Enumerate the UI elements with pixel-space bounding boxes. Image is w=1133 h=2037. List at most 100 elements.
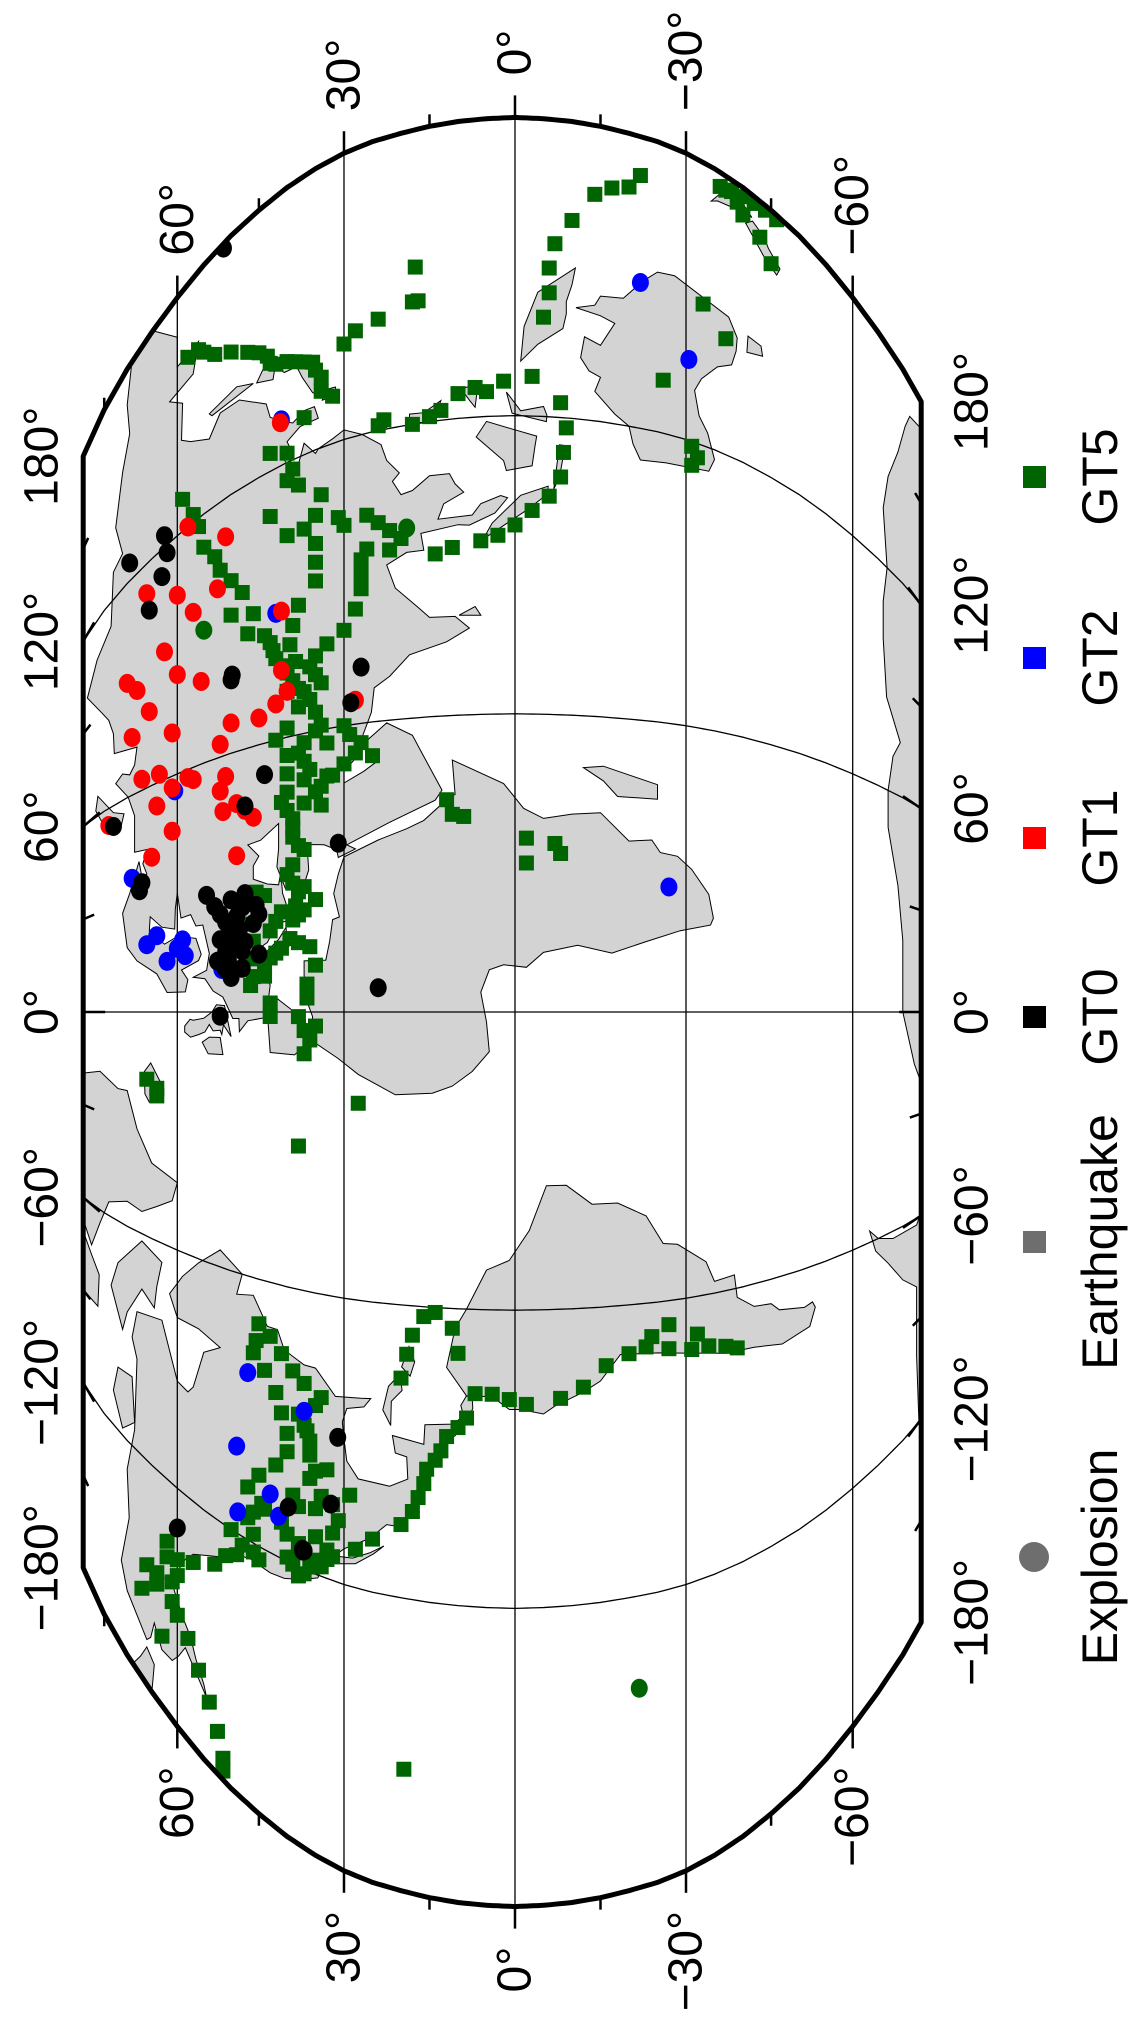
event-gt5-earthquake-marker — [262, 1328, 278, 1344]
event-gt5-earthquake-marker — [604, 180, 620, 196]
event-gt5-explosion-marker — [195, 620, 213, 640]
event-gt5-earthquake-marker — [501, 1392, 517, 1408]
event-gt1-explosion-marker — [133, 769, 151, 789]
event-gt5-earthquake-marker — [353, 581, 369, 597]
land-africa — [303, 759, 714, 1096]
event-gt5-earthquake-marker — [245, 606, 261, 622]
meridian-line — [82, 1382, 922, 1610]
longitude-label-left: −120° — [16, 1319, 69, 1446]
event-gt5-earthquake-marker — [353, 566, 369, 582]
event-gt5-earthquake-marker — [553, 469, 569, 485]
longitude-label-right: 120° — [946, 555, 999, 654]
event-gt5-earthquake-marker — [307, 535, 323, 551]
longitude-label-right: −120° — [946, 1355, 999, 1482]
event-gt5-earthquake-marker — [285, 461, 301, 477]
event-gt5-earthquake-marker — [290, 1009, 306, 1025]
event-gt5-earthquake-marker — [159, 1533, 175, 1549]
longitude-label-right: 180° — [946, 352, 999, 451]
event-gt2-explosion-marker — [174, 930, 192, 950]
event-gt1-explosion-marker — [271, 413, 289, 433]
event-gt5-earthquake-marker — [564, 212, 580, 228]
land-baffin-island — [110, 1240, 163, 1332]
event-gt5-earthquake-marker — [330, 510, 346, 526]
frame-tick — [82, 1289, 92, 1301]
latitude-label-bottom: −60° — [826, 1766, 879, 1867]
event-gt5-earthquake-marker — [207, 1556, 223, 1572]
legend-label: Explosion — [1072, 1449, 1128, 1666]
frame-tick — [909, 1112, 922, 1119]
event-gt5-earthquake-marker — [330, 1513, 346, 1529]
legend-item-gt5: GT5 — [1023, 428, 1128, 526]
event-gt1-explosion-marker — [140, 702, 158, 722]
event-gt5-earthquake-marker — [296, 1046, 312, 1062]
event-gt0-explosion-marker — [236, 884, 254, 904]
event-gt5-earthquake-marker — [433, 1443, 449, 1459]
event-gt5-earthquake-marker — [251, 1316, 267, 1332]
event-gt5-earthquake-marker — [313, 487, 329, 503]
event-gt5-earthquake-marker — [407, 259, 423, 275]
event-gt5-earthquake-marker — [396, 1761, 412, 1777]
legend-label: GT2 — [1072, 609, 1128, 706]
event-gt5-earthquake-marker — [154, 1628, 170, 1644]
event-gt5-earthquake-marker — [359, 507, 375, 523]
event-gt0-explosion-marker — [250, 944, 268, 964]
event-gt5-earthquake-marker — [268, 1457, 284, 1473]
frame-tick — [909, 905, 922, 912]
event-gt5-earthquake-marker — [223, 607, 239, 623]
event-gt5-earthquake-marker — [433, 402, 449, 418]
event-gt5-earthquake-marker — [427, 1304, 443, 1320]
event-gt5-earthquake-marker — [234, 585, 250, 601]
event-gt2-explosion-marker — [228, 1436, 246, 1456]
legend-square-icon — [1023, 827, 1046, 849]
event-gt5-earthquake-marker — [240, 626, 256, 642]
event-gt5-earthquake-marker — [553, 395, 569, 411]
latitude-label-bottom: −30° — [660, 1911, 713, 2012]
event-gt5-earthquake-marker — [299, 976, 315, 992]
event-gt5-earthquake-marker — [307, 1018, 323, 1034]
event-gt5-earthquake-marker — [718, 331, 734, 347]
legend-label: GT1 — [1072, 789, 1128, 886]
legend-item-gt1: GT1 — [1023, 789, 1128, 887]
event-gt5-earthquake-marker — [279, 528, 295, 544]
event-gt5-earthquake-marker — [307, 784, 323, 800]
longitude-label-left: 60° — [16, 790, 69, 863]
land-tasmania — [746, 335, 764, 357]
event-gt1-explosion-marker — [250, 708, 268, 728]
meridian-line — [82, 1196, 922, 1311]
event-gt5-earthquake-marker — [302, 939, 318, 955]
event-gt5-earthquake-marker — [575, 1379, 591, 1395]
event-gt5-earthquake-marker — [416, 1476, 432, 1492]
frame-tick — [82, 537, 90, 550]
event-gt5-earthquake-marker — [279, 766, 295, 782]
event-gt5-earthquake-marker — [467, 379, 483, 395]
event-gt5-earthquake-marker — [541, 488, 557, 504]
event-gt2-explosion-marker — [138, 935, 156, 955]
event-gt5-earthquake-marker — [134, 1580, 150, 1596]
event-gt1-explosion-marker — [163, 778, 181, 798]
event-gt5-earthquake-marker — [223, 1522, 239, 1538]
graticule — [82, 117, 922, 1907]
event-gt5-earthquake-marker — [712, 178, 728, 194]
event-gt0-explosion-marker — [168, 1518, 186, 1538]
longitude-label-right: −180° — [946, 1559, 999, 1686]
legend-square-icon — [1023, 1006, 1046, 1028]
legend-label: Earthquake — [1072, 1114, 1128, 1370]
event-gt1-explosion-marker — [222, 713, 240, 733]
frame-tick — [902, 795, 922, 810]
latitude-label-top: 60° — [151, 183, 204, 256]
event-gt2-explosion-marker — [261, 1484, 279, 1504]
event-gt5-earthquake-marker — [421, 409, 437, 425]
event-gt5-earthquake-marker — [553, 1390, 569, 1406]
event-gt5-earthquake-marker — [164, 1574, 180, 1590]
event-gt5-earthquake-marker — [336, 756, 352, 772]
event-gt0-explosion-marker — [352, 657, 370, 677]
axis-labels: −180° −180° −120° −120° −60° −60° 0° 0° 60° 60° 12… — [16, 11, 999, 2012]
event-gt5-earthquake-marker — [632, 168, 648, 184]
event-gt5-earthquake-marker — [273, 904, 289, 920]
event-gt1-explosion-marker — [143, 847, 161, 867]
event-gt5-earthquake-marker — [347, 601, 363, 617]
event-gt5-earthquake-marker — [735, 207, 751, 223]
event-gt5-earthquake-marker — [555, 444, 571, 460]
